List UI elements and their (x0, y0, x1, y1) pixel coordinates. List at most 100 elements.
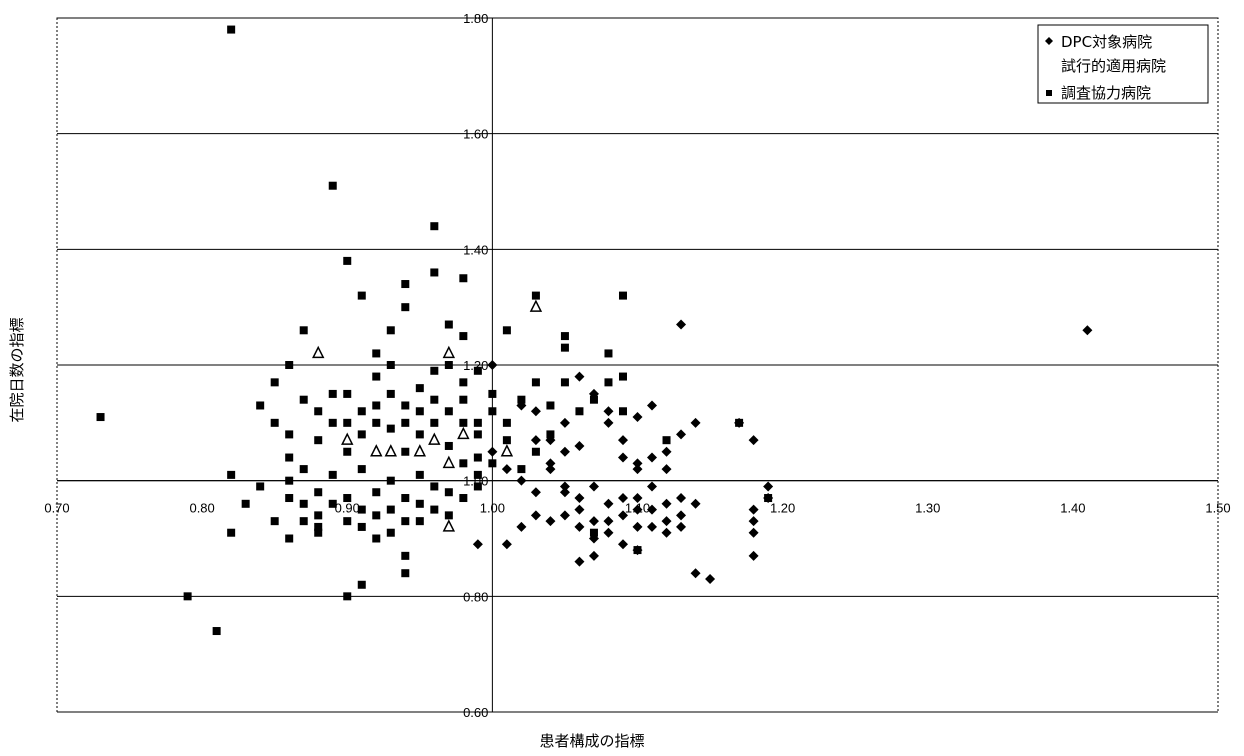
point-survey-hospital (285, 534, 294, 543)
y-tick-label: 1.00 (463, 474, 488, 489)
point-survey-hospital (328, 499, 337, 508)
point-survey-hospital (299, 326, 308, 335)
point-survey-hospital (401, 303, 410, 312)
point-dpc-hospital (472, 539, 483, 550)
point-survey-hospital (459, 494, 468, 503)
point-dpc-hospital (588, 481, 599, 492)
point-dpc-hospital (588, 550, 599, 561)
point-survey-hospital (415, 499, 424, 508)
point-dpc-hospital (530, 487, 541, 498)
point-survey-hospital (372, 349, 381, 358)
point-dpc-hospital (748, 550, 759, 561)
point-survey-hospital (314, 511, 323, 520)
point-survey-hospital (357, 465, 366, 474)
point-dpc-hospital (647, 504, 658, 515)
point-trial-hospital (457, 426, 470, 440)
point-survey-hospital (430, 482, 439, 491)
point-dpc-hospital (501, 539, 512, 550)
point-dpc-hospital (530, 406, 541, 417)
point-dpc-hospital (545, 458, 556, 469)
point-dpc-hospital (617, 539, 628, 550)
point-survey-hospital (227, 25, 236, 34)
point-dpc-hospital (574, 493, 585, 504)
point-dpc-hospital (617, 452, 628, 463)
point-trial-hospital (442, 345, 456, 359)
point-survey-hospital (517, 395, 526, 404)
point-survey-hospital (183, 592, 192, 601)
y-axis-title: 在院日数の指標 (8, 317, 26, 422)
y-tick-label: 1.60 (463, 127, 488, 142)
y-tick-label: 1.20 (463, 358, 488, 373)
point-survey-hospital (444, 320, 453, 329)
point-survey-hospital (357, 407, 366, 416)
point-survey-hospital (546, 430, 555, 439)
point-survey-hospital (314, 522, 323, 531)
point-dpc-hospital (676, 319, 687, 330)
point-survey-hospital (343, 592, 352, 601)
point-survey-hospital (401, 401, 410, 410)
point-survey-hospital (212, 627, 221, 636)
point-dpc-hospital (559, 417, 570, 428)
point-survey-hospital (401, 517, 410, 526)
point-survey-hospital (415, 470, 424, 479)
point-survey-hospital (662, 436, 671, 445)
point-survey-hospital (735, 418, 744, 427)
point-dpc-hospital (661, 464, 672, 475)
point-survey-hospital (328, 470, 337, 479)
point-dpc-hospital (487, 360, 498, 370)
plot-border (56, 17, 1219, 713)
point-survey-hospital (502, 418, 511, 427)
point-survey-hospital (473, 482, 482, 491)
point-dpc-hospital (632, 412, 643, 423)
point-survey-hospital (386, 528, 395, 537)
point-survey-hospital (357, 430, 366, 439)
point-survey-hospital (459, 459, 468, 468)
point-survey-hospital (618, 407, 627, 416)
point-survey-hospital (633, 546, 642, 555)
point-dpc-hospital (748, 504, 759, 515)
point-survey-hospital (444, 488, 453, 497)
point-trial-hospital (442, 519, 456, 532)
point-dpc-hospital (617, 510, 628, 521)
x-tick-label: 0.90 (335, 501, 360, 516)
legend-diamond-marker (1045, 37, 1053, 45)
point-dpc-hospital (748, 435, 759, 446)
point-dpc-hospital (603, 527, 614, 538)
point-dpc-hospital (501, 464, 512, 475)
point-survey-hospital (430, 366, 439, 375)
data-points (96, 25, 1093, 636)
point-survey-hospital (357, 580, 366, 589)
point-survey-hospital (343, 494, 352, 503)
point-survey-hospital (343, 517, 352, 526)
point-survey-hospital (604, 378, 613, 387)
x-tick-label: 1.20 (770, 501, 795, 516)
point-dpc-hospital (603, 498, 614, 509)
point-dpc-hospital (545, 516, 556, 527)
point-trial-hospital (341, 432, 354, 445)
x-tick-label: 1.30 (915, 501, 940, 516)
point-survey-hospital (270, 517, 279, 526)
point-dpc-hospital (530, 510, 541, 521)
point-dpc-hospital (676, 429, 687, 440)
point-survey-hospital (357, 505, 366, 514)
point-dpc-hospital (647, 452, 658, 463)
point-survey-hospital (415, 407, 424, 416)
point-survey-hospital (372, 534, 381, 543)
point-survey-hospital (285, 494, 294, 503)
point-survey-hospital (372, 401, 381, 410)
point-trial-hospital (500, 444, 514, 457)
point-survey-hospital (430, 395, 439, 404)
point-survey-hospital (488, 459, 497, 468)
point-survey-hospital (415, 384, 424, 393)
point-survey-hospital (430, 222, 439, 231)
point-survey-hospital (401, 551, 410, 560)
point-trial-hospital (413, 444, 427, 457)
legend-label-dpc: DPC対象病院 (1061, 33, 1152, 51)
point-survey-hospital (459, 395, 468, 404)
point-survey-hospital (531, 291, 540, 300)
grid-layer (57, 17, 1218, 713)
point-survey-hospital (444, 407, 453, 416)
point-survey-hospital (459, 332, 468, 341)
point-dpc-hospital (574, 521, 585, 532)
